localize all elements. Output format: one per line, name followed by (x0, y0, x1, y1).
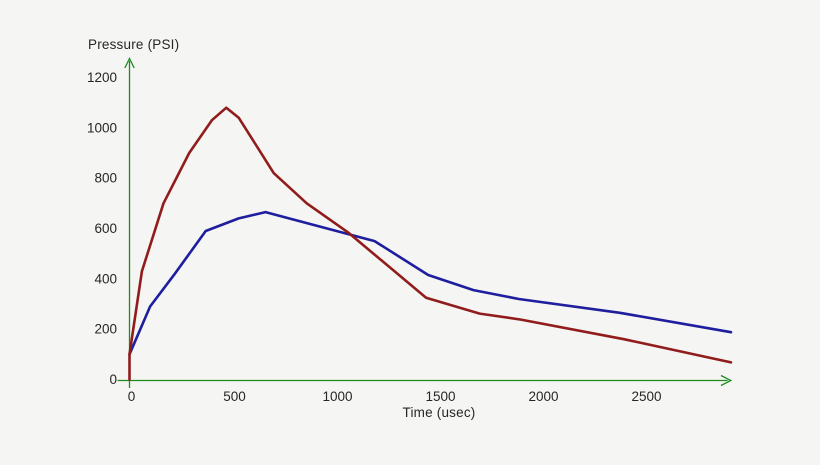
x-axis-title: Time (usec) (402, 405, 476, 420)
x-tick-label: 0 (128, 389, 136, 404)
y-tick-label: 1200 (87, 70, 117, 85)
x-tick-label: 1500 (425, 389, 455, 404)
red-pressure-curve (128, 106, 733, 381)
y-axis-arrow-icon (124, 57, 135, 69)
y-tick-label: 0 (109, 372, 117, 387)
x-tick-label: 2000 (528, 389, 558, 404)
y-tick-label: 600 (94, 221, 117, 236)
y-tick-label: 800 (94, 171, 117, 186)
x-tick-label: 500 (223, 389, 246, 404)
y-tick-label: 400 (94, 271, 117, 286)
x-tick-label: 2500 (631, 389, 661, 404)
blue-pressure-curve (128, 210, 733, 356)
y-axis-title: Pressure (PSI) (88, 37, 180, 52)
x-axis-arrow-icon (720, 374, 733, 387)
y-tick-label: 200 (94, 322, 117, 337)
x-tick-label: 1000 (322, 389, 352, 404)
y-tick-label: 1000 (87, 120, 117, 135)
